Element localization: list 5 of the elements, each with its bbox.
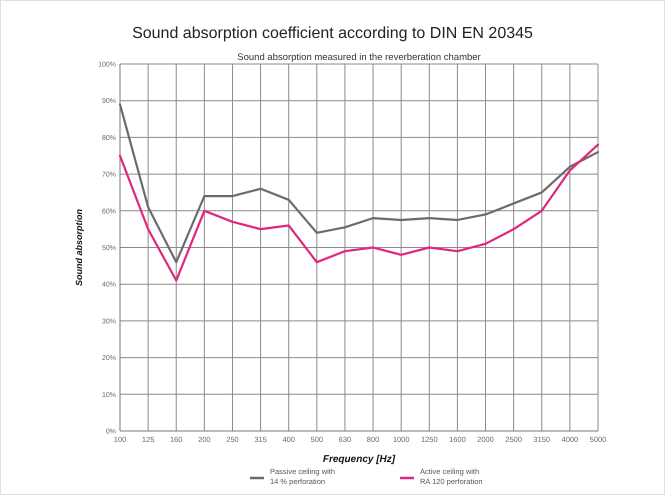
chart-subtitle: Sound absorption measured in the reverberation chamber: [237, 52, 481, 63]
y-axis-title: Sound absorption: [74, 208, 84, 286]
x-axis-title: Frequency [Hz]: [322, 454, 396, 465]
line-series: [118, 144, 600, 282]
chart-title: Sound absorption coefficient according to DIN EN 20345: [132, 25, 534, 42]
